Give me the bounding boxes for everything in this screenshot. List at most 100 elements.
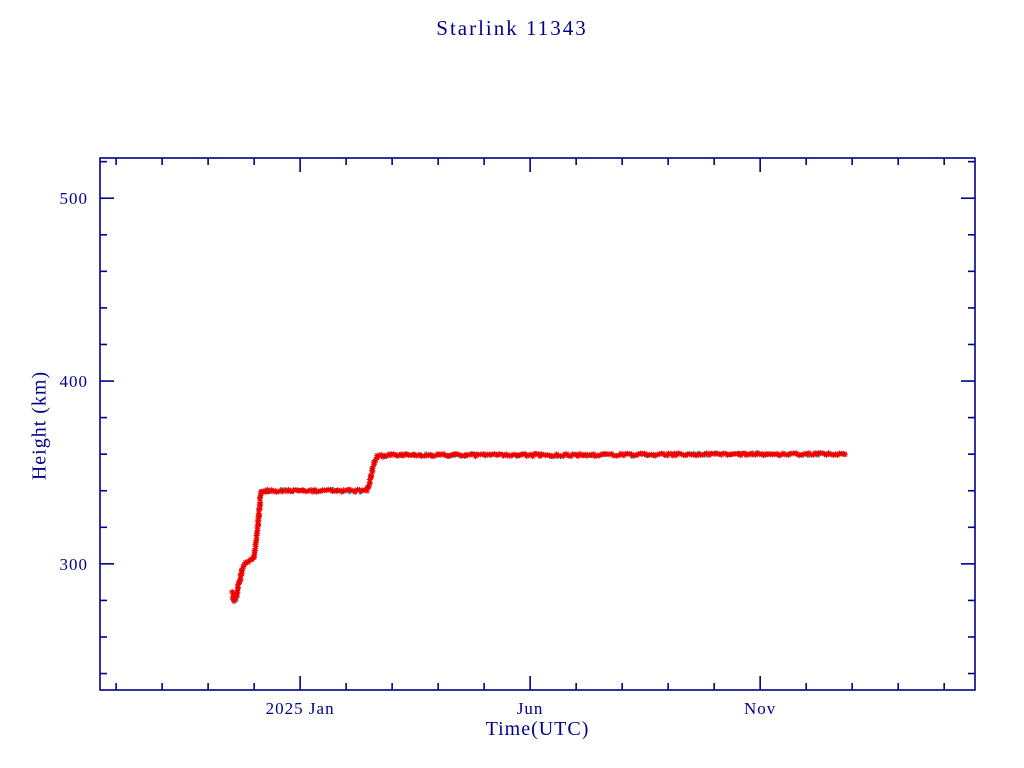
data-point-marker <box>236 579 243 585</box>
data-point-marker <box>437 451 444 458</box>
data-point-marker <box>756 451 763 458</box>
data-point-marker <box>346 486 353 493</box>
data-point-marker <box>371 459 378 466</box>
data-point-marker <box>275 488 282 495</box>
data-point-marker <box>597 451 604 458</box>
data-point-marker <box>364 487 370 494</box>
data-point-marker <box>251 547 258 554</box>
data-point-marker <box>313 488 320 495</box>
data-point-marker <box>366 479 373 486</box>
data-point-marker <box>255 510 262 517</box>
data-point-marker <box>802 450 809 457</box>
data-point-marker <box>234 593 241 599</box>
data-point-marker <box>296 487 303 494</box>
data-point-marker <box>772 451 778 458</box>
data-point-marker <box>449 451 456 458</box>
tick-label: 300 <box>60 555 89 574</box>
chart-title: Starlink 11343 <box>436 16 588 40</box>
data-point-marker <box>365 483 372 490</box>
data-point-marker <box>706 452 712 459</box>
data-point-marker <box>806 450 812 456</box>
data-point-marker <box>366 476 373 483</box>
data-point-marker <box>361 487 368 494</box>
data-point-marker <box>512 451 519 458</box>
data-point-marker <box>813 451 820 458</box>
data-point-marker <box>576 450 583 457</box>
data-point-marker <box>425 452 432 459</box>
data-point-marker <box>306 487 312 494</box>
data-point-marker <box>545 451 551 458</box>
data-point-marker <box>800 451 807 458</box>
data-point-marker <box>265 488 272 495</box>
data-point-marker <box>462 451 469 458</box>
data-point-marker <box>565 452 571 459</box>
data-point-marker <box>744 451 751 458</box>
data-point-marker <box>760 452 767 459</box>
tick-label: Nov <box>744 699 776 718</box>
data-point-marker <box>819 450 825 456</box>
data-point-marker <box>372 456 379 463</box>
data-point-marker <box>828 451 835 458</box>
data-point-marker <box>229 589 236 595</box>
data-point-marker <box>821 451 828 458</box>
data-point-marker <box>369 465 376 472</box>
data-point-marker <box>270 488 276 495</box>
data-point-marker <box>673 452 679 459</box>
data-point-marker <box>656 451 663 458</box>
data-point-marker <box>591 453 598 460</box>
data-point-marker <box>526 452 532 459</box>
data-point-marker <box>253 529 260 535</box>
data-point-marker <box>400 452 407 459</box>
data-point-marker <box>491 450 498 457</box>
data-point-marker <box>494 451 501 458</box>
data-point-marker <box>255 521 262 528</box>
data-point-marker <box>255 517 262 523</box>
data-point-marker <box>237 576 244 583</box>
tick-label: 400 <box>60 372 89 391</box>
data-point-marker <box>500 452 507 459</box>
data-point-marker <box>538 451 545 458</box>
tick-label: 500 <box>60 189 89 208</box>
data-point-marker <box>529 453 536 460</box>
data-point-marker <box>635 451 642 458</box>
x-axis-label: Time(UTC) <box>485 718 590 740</box>
data-point-marker <box>743 452 749 459</box>
data-point-marker <box>777 451 784 458</box>
data-point-marker <box>241 562 248 568</box>
data-point-marker <box>455 451 462 458</box>
data-point-marker <box>783 451 789 458</box>
data-point-marker <box>257 492 264 499</box>
data-point-marker <box>411 451 418 458</box>
data-point-marker <box>584 452 590 459</box>
data-point-marker <box>473 451 480 458</box>
data-point-marker <box>253 535 260 542</box>
data-point-marker <box>413 452 420 459</box>
data-point-marker <box>257 499 264 506</box>
data-point-marker <box>827 450 834 457</box>
data-point-marker <box>234 589 241 596</box>
data-point-marker <box>464 452 471 459</box>
data-point-marker <box>580 452 587 459</box>
data-point-marker <box>832 451 839 458</box>
data-point-marker <box>652 452 659 459</box>
data-point-marker <box>323 487 330 494</box>
data-point-marker <box>343 487 349 494</box>
data-point-marker <box>830 452 837 459</box>
data-point-marker <box>496 451 503 457</box>
data-point-marker <box>376 452 383 459</box>
data-point-marker <box>357 488 364 495</box>
data-point-marker <box>661 451 668 458</box>
data-point-marker <box>477 451 484 458</box>
data-point-marker <box>664 452 671 459</box>
data-point-marker <box>548 452 554 459</box>
data-point-marker <box>349 487 356 494</box>
data-point-marker <box>431 452 438 459</box>
data-point-marker <box>415 452 422 459</box>
data-point-marker <box>588 452 595 458</box>
data-point-marker <box>794 451 801 458</box>
data-point-marker <box>618 450 624 457</box>
data-point-marker <box>280 487 287 494</box>
data-point-marker <box>590 451 597 458</box>
